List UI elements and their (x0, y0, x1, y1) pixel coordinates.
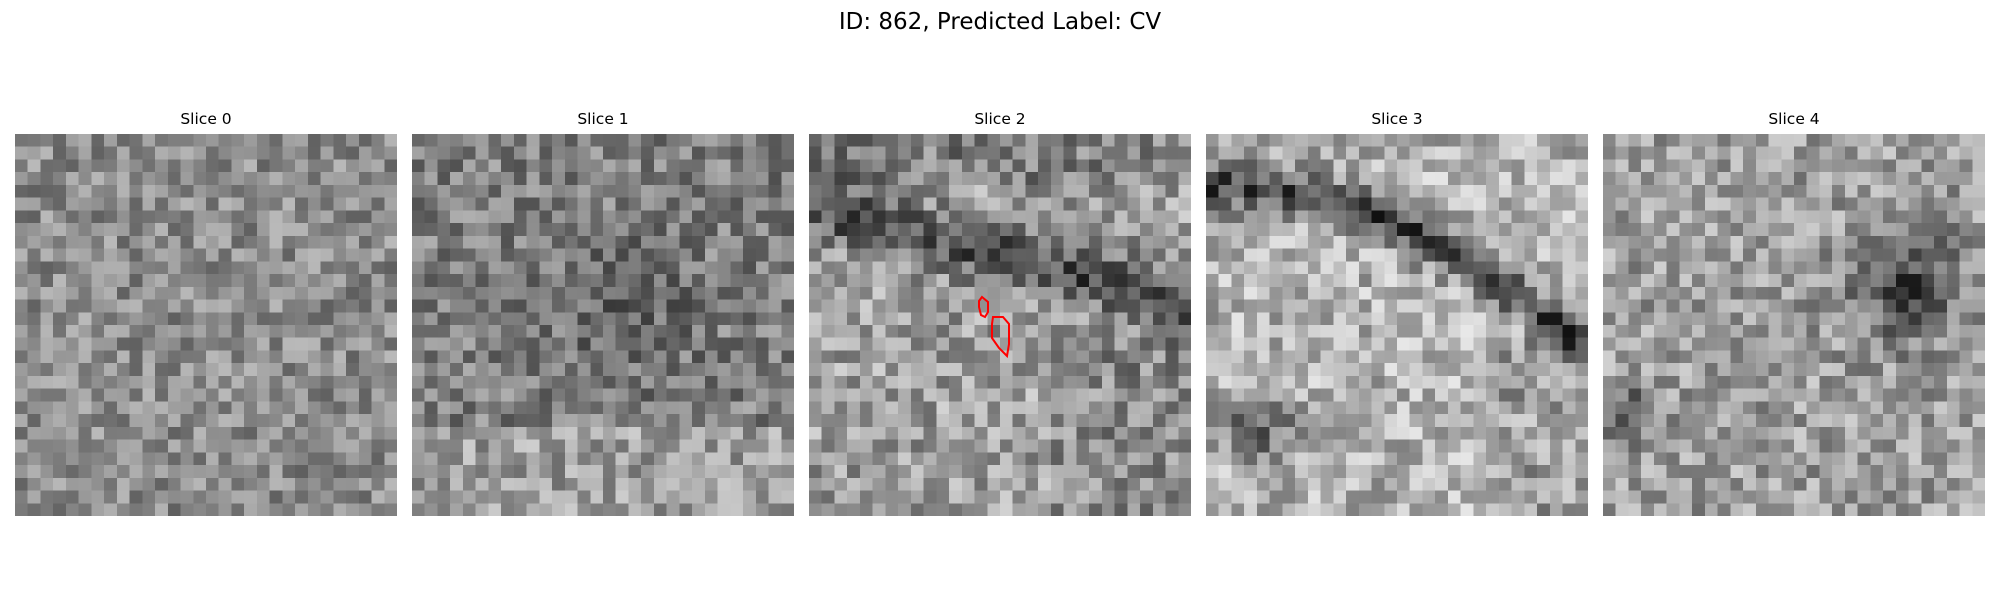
slice-4-title: Slice 4 (1603, 109, 1985, 129)
slice-2-image (809, 134, 1191, 516)
slice-3-title: Slice 3 (1206, 109, 1588, 129)
slice-1-image (412, 134, 794, 516)
slice-1-title: Slice 1 (412, 109, 794, 129)
slice-0-image (15, 134, 397, 516)
slice-0-title: Slice 0 (15, 109, 397, 129)
slice-3-image (1206, 134, 1588, 516)
figure-title: ID: 862, Predicted Label: CV (0, 8, 2000, 36)
slice-4-image (1603, 134, 1985, 516)
slice-2-title: Slice 2 (809, 109, 1191, 129)
